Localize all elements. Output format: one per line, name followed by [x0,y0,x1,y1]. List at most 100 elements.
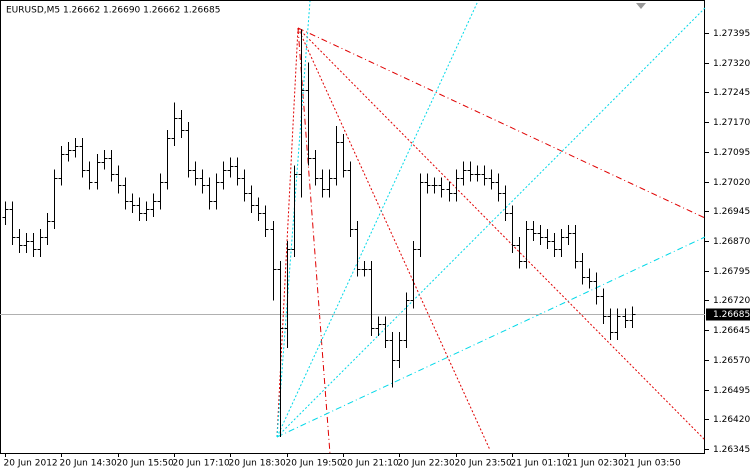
bar [108,149,115,182]
bar [16,229,23,253]
x-tick-label: 20 Jun 23:50 [455,459,512,469]
fan-line [276,0,479,438]
bar [270,221,277,301]
bar [453,169,460,202]
bar [171,102,178,146]
bar [572,225,579,269]
bar [101,149,108,170]
fan-line [297,27,491,451]
bar [417,173,424,257]
bar [277,260,284,438]
bar [115,165,122,194]
bar [579,252,586,285]
bar [460,161,467,186]
bar [446,181,453,202]
bar [488,169,495,190]
y-tick-label: 1.26795 [713,267,750,277]
bar [157,173,164,210]
gann-fans [276,0,706,455]
bar [58,145,65,186]
bar [86,161,93,190]
bar [340,133,347,178]
bar [431,177,438,194]
y-tick-label: 1.27095 [713,148,750,158]
bar [9,201,16,245]
bar [326,169,333,198]
bar [530,221,537,241]
x-tick-label: 20 Jun 15:50 [117,459,174,469]
bar [298,29,305,198]
fan-line [276,0,311,438]
bar [629,306,636,329]
x-tick-label: 20 Jun 22:30 [398,459,455,469]
bar [544,229,551,249]
bar [319,169,326,198]
bar [2,201,9,226]
x-tick-label: 21 Jun 01:10 [511,459,568,469]
x-tick-label: 20 Jun 2012 [4,459,58,469]
bar [51,169,58,230]
y-tick-label: 1.26720 [713,296,750,306]
bar [600,288,607,325]
bar [213,173,220,210]
bar [438,177,445,198]
y-tick-label: 1.27020 [713,178,750,188]
bar [262,205,269,238]
x-tick-label: 21 Jun 03:50 [624,459,681,469]
last-price-label: 1.26685 [713,310,750,320]
bar [481,165,488,186]
bar [44,213,51,245]
bar [234,157,241,186]
y-tick-label: 1.26645 [713,326,750,336]
bar [220,161,227,190]
bar [94,153,101,190]
bar [347,161,354,238]
bar [72,137,79,158]
bar [227,157,234,178]
bar [305,62,312,166]
bar [178,110,185,138]
y-tick-label: 1.27245 [713,88,750,98]
scroll-icon[interactable] [636,3,646,9]
bar [565,225,572,245]
y-tick-label: 1.27320 [713,59,750,69]
bar [23,233,30,253]
bar [255,197,262,222]
y-tick-label: 1.26945 [713,207,750,217]
bar [607,308,614,341]
chart-title: EURUSD,M5 1.26662 1.26690 1.26662 1.2668… [6,6,220,16]
bar [467,161,474,182]
bar [586,268,593,289]
bar [614,308,621,341]
bar [312,149,319,186]
y-tick-label: 1.27170 [713,118,750,128]
x-tick-label: 20 Jun 21:10 [342,459,399,469]
bar [502,185,509,222]
bar [361,260,368,277]
fan-line [297,27,706,219]
bar [136,197,143,222]
bar [509,205,516,253]
x-tick-label: 20 Jun 18:30 [229,459,286,469]
bar [558,229,565,257]
bar [593,272,600,305]
fan-line [297,27,331,455]
x-tick-label: 20 Jun 19:50 [286,459,343,469]
bar [523,221,530,269]
bar [150,193,157,218]
bar [284,240,291,348]
fan-line [276,236,706,438]
y-tick-label: 1.26345 [713,445,750,455]
x-tick-label: 20 Jun 14:30 [60,459,117,469]
bar [65,141,72,162]
x-tick-label: 20 Jun 17:10 [173,459,230,469]
fan-line [297,27,706,441]
y-tick-label: 1.27395 [713,29,750,39]
bar [537,225,544,245]
bar [622,308,629,329]
y-tick-label: 1.26570 [713,356,750,366]
bar [79,137,86,178]
bar [291,165,298,257]
